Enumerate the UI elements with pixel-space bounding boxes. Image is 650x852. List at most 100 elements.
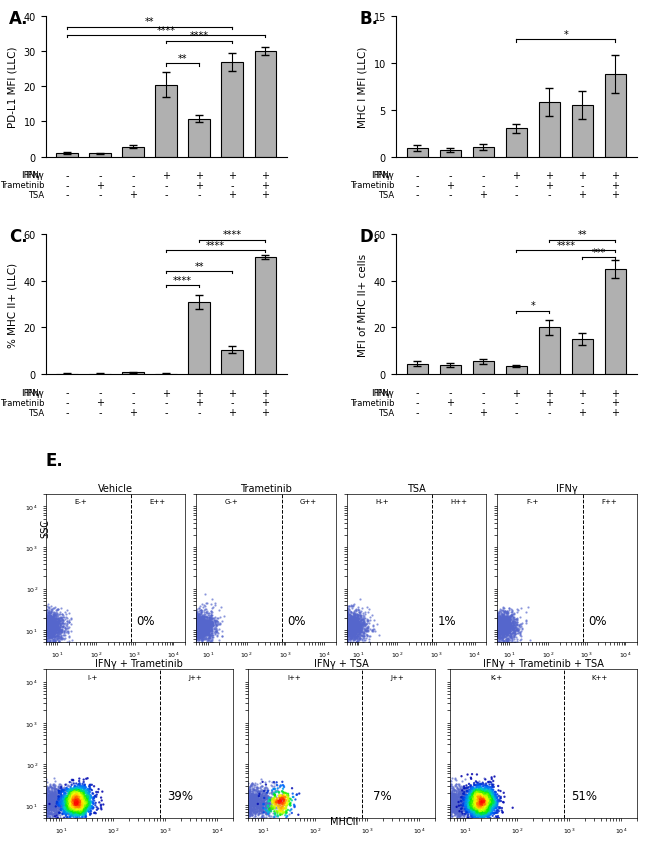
Point xyxy=(357,618,367,631)
Point xyxy=(445,779,455,792)
Point xyxy=(210,626,220,640)
Point xyxy=(80,797,90,811)
Point xyxy=(500,620,510,634)
Point xyxy=(39,620,49,634)
Point xyxy=(32,785,42,798)
Point xyxy=(472,797,482,811)
Point xyxy=(502,619,513,633)
Point xyxy=(484,796,495,809)
Point xyxy=(245,790,255,803)
Point xyxy=(472,789,482,803)
Point xyxy=(355,624,365,637)
Point xyxy=(341,630,352,643)
Point xyxy=(438,807,448,820)
Point xyxy=(17,802,27,815)
Point xyxy=(447,808,457,821)
Point xyxy=(196,621,206,635)
Point xyxy=(427,805,437,819)
Point xyxy=(474,794,485,808)
Point xyxy=(339,625,349,638)
Point xyxy=(194,619,205,632)
Point xyxy=(479,802,489,815)
Point xyxy=(47,618,58,631)
Point xyxy=(57,783,68,797)
Point xyxy=(250,806,260,820)
Point xyxy=(38,791,48,804)
Point xyxy=(458,797,468,810)
Point xyxy=(352,615,363,629)
Point xyxy=(190,617,201,630)
Point xyxy=(193,618,203,631)
Point xyxy=(443,800,453,814)
Point xyxy=(244,802,254,815)
Text: +: + xyxy=(512,170,520,181)
Point xyxy=(349,604,359,618)
Point xyxy=(62,796,73,809)
Point xyxy=(463,791,474,804)
Point xyxy=(340,630,350,644)
Point xyxy=(198,630,209,644)
Point xyxy=(70,802,81,815)
Text: -: - xyxy=(448,389,452,398)
Point xyxy=(486,615,496,629)
Point xyxy=(500,615,510,629)
Point xyxy=(353,619,363,633)
Point xyxy=(31,795,41,809)
Point xyxy=(66,612,76,625)
Point xyxy=(56,785,66,798)
Point xyxy=(210,620,220,634)
Point xyxy=(350,620,361,634)
Point xyxy=(486,796,496,809)
Point xyxy=(42,613,53,627)
Point xyxy=(182,607,192,620)
Point xyxy=(502,619,512,633)
Point xyxy=(194,611,205,625)
Point xyxy=(443,797,454,811)
Point xyxy=(47,620,58,634)
Point xyxy=(354,619,364,632)
Point xyxy=(350,618,361,631)
Point xyxy=(349,611,359,625)
Text: *: * xyxy=(564,30,568,40)
Point xyxy=(45,630,55,644)
Point xyxy=(51,615,62,629)
Point xyxy=(468,782,478,796)
Point xyxy=(245,813,255,826)
Point xyxy=(194,622,205,636)
Point xyxy=(50,616,60,630)
Point xyxy=(470,788,480,802)
Point xyxy=(66,791,76,804)
Point xyxy=(476,797,486,811)
Point xyxy=(482,806,492,820)
Point xyxy=(476,788,487,802)
Point xyxy=(512,613,523,627)
Point xyxy=(261,804,271,818)
Point xyxy=(205,628,216,642)
Point xyxy=(479,783,489,797)
Point xyxy=(77,796,87,809)
Point xyxy=(509,620,519,634)
Point xyxy=(53,616,63,630)
Point xyxy=(471,786,481,800)
Point xyxy=(339,607,350,620)
Point xyxy=(355,624,365,637)
Point xyxy=(253,797,263,811)
Point xyxy=(247,791,257,804)
Point xyxy=(79,780,90,793)
Point xyxy=(344,626,354,640)
Point xyxy=(343,636,353,650)
Point xyxy=(244,809,255,822)
Title: Trametinib: Trametinib xyxy=(240,483,292,493)
Text: IFNγ: IFNγ xyxy=(25,171,44,180)
Point xyxy=(268,782,279,796)
Point xyxy=(443,792,453,805)
Point xyxy=(474,796,485,809)
Point xyxy=(53,791,64,804)
Point xyxy=(443,799,453,813)
Point xyxy=(346,613,356,627)
Point xyxy=(240,797,250,811)
Point xyxy=(344,612,355,625)
Point xyxy=(70,806,81,820)
Point xyxy=(52,791,62,804)
Point xyxy=(364,636,374,649)
